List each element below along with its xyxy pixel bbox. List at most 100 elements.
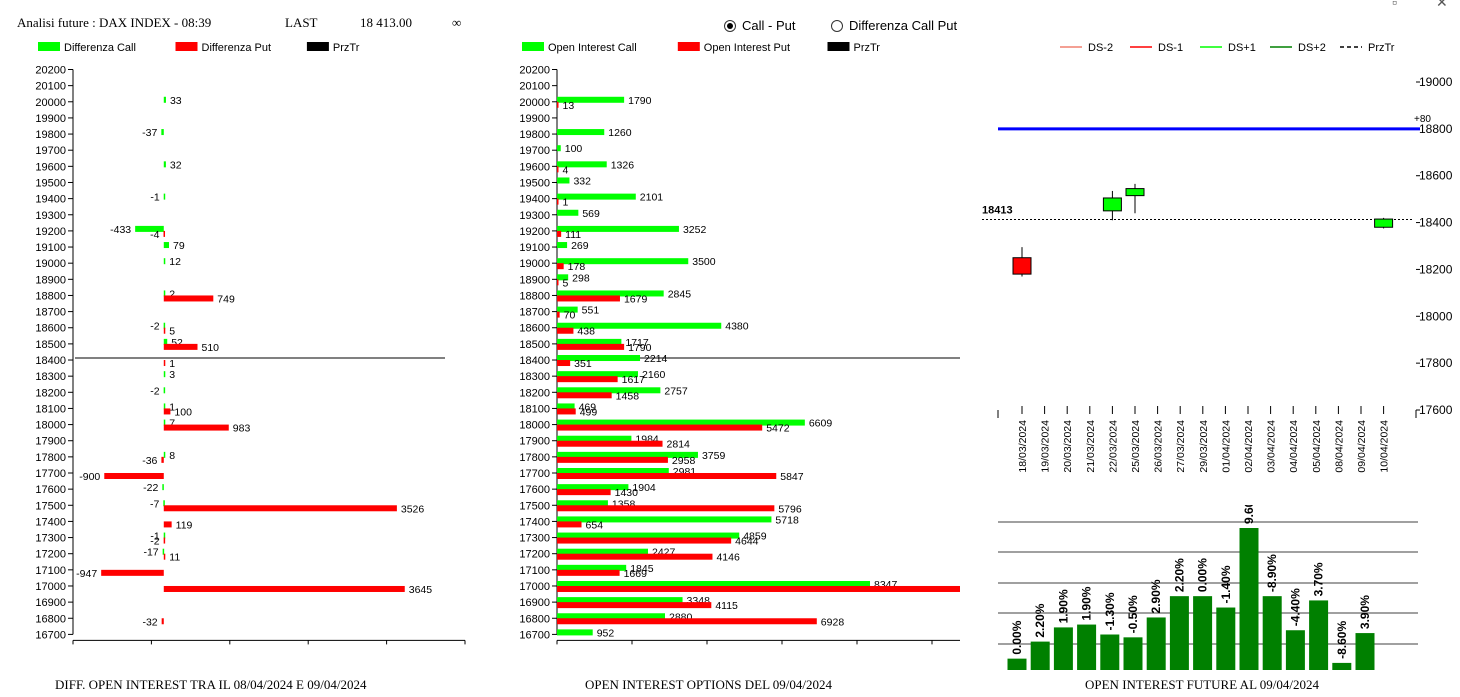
- percent-bar: [1332, 662, 1352, 670]
- legend-swatch: [677, 42, 700, 51]
- close-icon[interactable]: ✕: [1436, 0, 1448, 10]
- oi-put-bar: [557, 376, 618, 383]
- legend-label: PrzTr: [854, 42, 881, 54]
- diff-call-bar: [163, 338, 168, 345]
- bar-value-label: 983: [233, 423, 251, 435]
- y-tick-label: 19300: [35, 210, 66, 222]
- oi-put-bar: [557, 295, 620, 302]
- diff-call-bar: [163, 387, 166, 394]
- bar-value-label: 2845: [668, 288, 692, 300]
- bar-value-label: 1669: [624, 568, 648, 580]
- percent-bar: [1123, 637, 1143, 670]
- y-tick-label: 17800: [35, 452, 66, 464]
- legend-label: Differenza Call: [64, 42, 136, 54]
- diff-put-bar: [161, 456, 164, 463]
- x-tick-label: 21/03/2024: [1085, 420, 1097, 473]
- x-tick-label: 02/04/2024: [1243, 420, 1255, 473]
- legend-label: DS-2: [1088, 42, 1113, 54]
- bar-value-label: 2: [169, 288, 175, 300]
- percent-bar-label: -1.30%: [1103, 592, 1117, 630]
- legend-label: PrzTr: [333, 42, 360, 54]
- diff-call-bar: [163, 403, 166, 410]
- diff-put-bar: [101, 569, 164, 576]
- diff-put-bar: [163, 327, 166, 334]
- legend-swatch: [306, 42, 329, 51]
- diff-put-bar: [163, 343, 198, 350]
- oi-put-bar: [557, 553, 713, 560]
- legend-swatch: [38, 42, 60, 51]
- bar-value-label: 1: [169, 358, 175, 370]
- y-tick-label: 19000: [1419, 75, 1453, 89]
- x-tick-label: 26/03/2024: [1153, 420, 1165, 473]
- percent-bar: [1007, 658, 1027, 670]
- diff-put-bar: [163, 505, 397, 512]
- oi-call-bar: [557, 193, 636, 200]
- percent-bar: [1193, 596, 1213, 670]
- percent-bar: [1216, 607, 1236, 670]
- diff-call-bar: [135, 225, 164, 232]
- diff-put-bar: [163, 553, 166, 560]
- future-percent-chart: 0.00% 2.20% 1.90% 1.90% -1.30% -0.50% 2.90% 2.2…: [998, 505, 1418, 670]
- y-tick-label: 19100: [35, 242, 66, 254]
- bar-value-label: -22: [143, 482, 158, 494]
- bar-value-label: -2: [150, 321, 159, 333]
- oi-call-bar: [557, 613, 665, 620]
- diff-call-bar: [161, 129, 164, 136]
- y-tick-label: 18100: [519, 403, 550, 415]
- oi-call-bar: [557, 290, 664, 297]
- percent-bar: [1309, 600, 1329, 670]
- oi-put-bar: [557, 360, 571, 367]
- bar-value-label: 1845: [630, 563, 654, 575]
- bar-value-label: 32: [170, 159, 182, 171]
- bar-value-label: 5718: [775, 514, 799, 526]
- y-tick-label: 19600: [519, 161, 550, 173]
- oi-call-bar: [557, 96, 625, 103]
- y-tick-label: 19000: [519, 258, 550, 270]
- percent-bar: [1262, 596, 1282, 670]
- y-tick-label: 18800: [1419, 122, 1453, 136]
- bar-value-label: 332: [573, 175, 591, 187]
- diff-open-interest-chart: Differenza Call Differenza Put PrzTr 20200 2…: [35, 42, 466, 645]
- bar-value-label: 269: [571, 240, 589, 252]
- y-tick-label: 17800: [1419, 356, 1453, 370]
- bar-value-label: 3: [169, 369, 175, 381]
- minimize-icon[interactable]: ▫: [1392, 0, 1397, 10]
- y-tick-label: 16800: [35, 613, 66, 625]
- oi-call-bar: [557, 161, 607, 168]
- y-tick-label: 19200: [519, 226, 550, 238]
- x-tick-label: 04/04/2024: [1288, 420, 1300, 473]
- y-tick-label: 19900: [519, 113, 550, 125]
- candle-body: [1125, 188, 1145, 197]
- bar-value-label: -900: [79, 471, 100, 483]
- bar-value-label: 569: [582, 208, 600, 220]
- x-tick-label: 09/04/2024: [1356, 420, 1368, 473]
- oi-put-bar: [557, 327, 574, 334]
- percent-bar: [1053, 627, 1073, 670]
- diff-put-bar: [163, 585, 405, 592]
- radio-call-put[interactable]: Call - Put: [724, 18, 795, 33]
- y-tick-label: 17500: [519, 500, 550, 512]
- bar-value-label: 499: [580, 406, 598, 418]
- y-tick-label: 19400: [35, 194, 66, 206]
- y-tick-label: 16700: [519, 629, 550, 641]
- y-tick-label: 17000: [519, 581, 550, 593]
- legend-label: DS+1: [1228, 42, 1256, 54]
- oi-put-bar: [557, 424, 763, 431]
- bar-value-label: 2160: [642, 369, 666, 381]
- bar-value-label: 1458: [616, 390, 640, 402]
- bar-value-label: 4380: [725, 321, 749, 333]
- bar-value-label: 100: [174, 406, 192, 418]
- bar-value-label: 351: [574, 358, 592, 370]
- legend-label: Open Interest Call: [548, 42, 637, 54]
- price-line-label: 18413: [982, 205, 1013, 217]
- bar-value-label: 5472: [766, 423, 790, 435]
- radio-diff-call-put[interactable]: Differenza Call Put: [831, 18, 957, 33]
- bar-value-label: 52: [171, 337, 183, 349]
- y-tick-label: 20000: [519, 97, 550, 109]
- bar-value-label: 70: [564, 310, 576, 322]
- oi-call-bar: [557, 209, 579, 216]
- oi-call-bar: [557, 242, 568, 249]
- bar-value-label: -1: [150, 531, 159, 543]
- y-tick-label: 17600: [35, 484, 66, 496]
- y-tick-label: 18300: [519, 371, 550, 383]
